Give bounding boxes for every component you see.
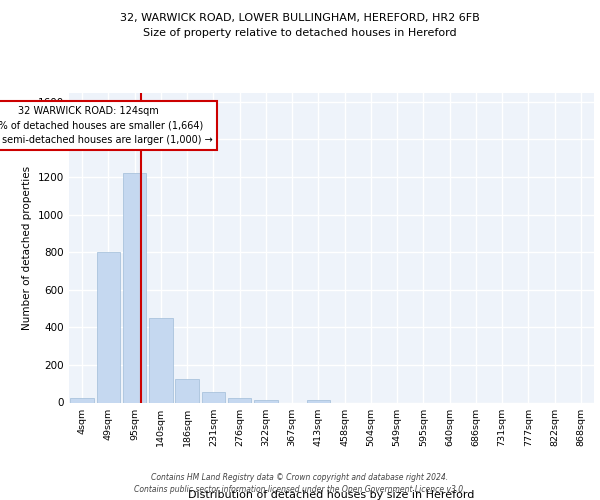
Bar [254,400,278,402]
Bar [149,318,173,402]
Text: 32, WARWICK ROAD, LOWER BULLINGHAM, HEREFORD, HR2 6FB: 32, WARWICK ROAD, LOWER BULLINGHAM, HERE… [120,12,480,22]
Text: Size of property relative to detached houses in Hereford: Size of property relative to detached ho… [143,28,457,38]
X-axis label: Distribution of detached houses by size in Hereford: Distribution of detached houses by size … [188,490,475,500]
Text: 32 WARWICK ROAD: 124sqm
← 62% of detached houses are smaller (1,664)
37% of semi: 32 WARWICK ROAD: 124sqm ← 62% of detache… [0,106,212,146]
Bar [307,400,330,402]
Bar [228,398,251,402]
Text: Contains HM Land Registry data © Crown copyright and database right 2024.
Contai: Contains HM Land Registry data © Crown c… [134,472,466,494]
Y-axis label: Number of detached properties: Number of detached properties [22,166,32,330]
Bar [202,392,225,402]
Bar [97,252,120,402]
Bar [70,398,94,402]
Bar [123,174,146,402]
Bar [175,379,199,402]
